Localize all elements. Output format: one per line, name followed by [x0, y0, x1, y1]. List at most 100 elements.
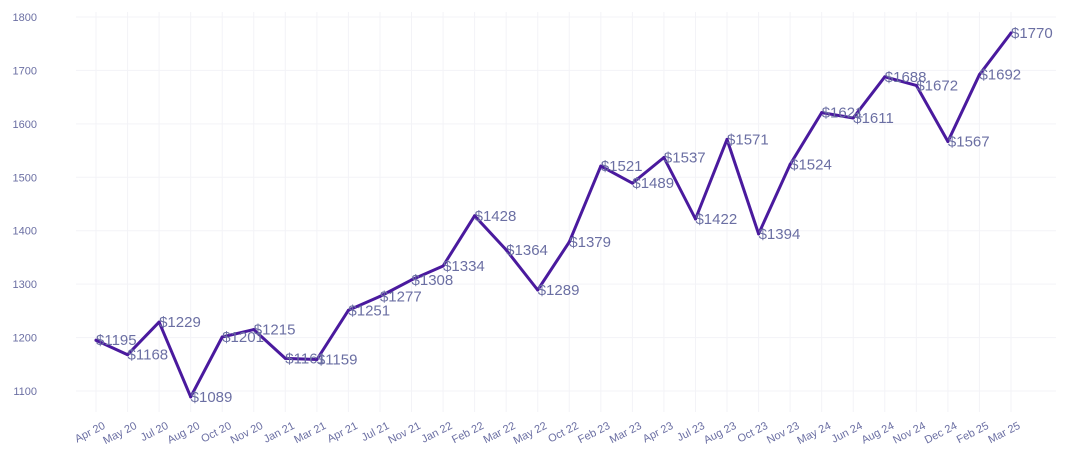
data-label: $1277 [380, 288, 422, 305]
data-label: $1289 [538, 282, 580, 299]
data-point [346, 308, 350, 312]
x-tick-label: Nov 21 [386, 420, 423, 447]
data-point [1009, 31, 1013, 35]
data-label: $1692 [979, 67, 1021, 84]
data-label: $1229 [159, 314, 201, 331]
data-label: $1672 [916, 77, 958, 94]
data-point [662, 156, 666, 160]
data-point [315, 357, 319, 361]
data-point [410, 278, 414, 282]
data-point [914, 83, 918, 87]
data-label: $1161 [285, 350, 326, 367]
y-tick-label: 1500 [13, 172, 37, 184]
data-point [788, 162, 792, 166]
x-tick-label: Oct 22 [546, 420, 580, 445]
data-label: $1379 [569, 234, 611, 251]
x-tick-label: May 22 [511, 420, 549, 447]
data-point [567, 240, 571, 244]
data-label: $1168 [128, 347, 169, 364]
data-point [630, 181, 634, 185]
data-label: $1571 [727, 131, 769, 148]
x-tick-label: Aug 24 [860, 420, 897, 447]
x-tick-label: Mar 25 [986, 420, 1022, 446]
y-tick-label: 1200 [13, 333, 37, 345]
x-tick-label: Feb 25 [955, 420, 991, 446]
y-tick-label: 1700 [13, 65, 37, 77]
data-label: $1308 [412, 272, 454, 289]
x-tick-label: May 24 [795, 420, 833, 447]
x-tick-label: Jul 21 [360, 420, 392, 444]
data-label: $1195 [96, 332, 137, 349]
x-tick-label: Nov 23 [765, 420, 802, 447]
x-tick-label: Nov 20 [229, 420, 266, 447]
data-label: $1524 [790, 156, 832, 173]
data-point [94, 338, 98, 342]
data-point [883, 75, 887, 79]
data-label: $1422 [695, 211, 737, 228]
x-tick-label: May 20 [101, 420, 139, 447]
data-label: $1159 [317, 351, 358, 368]
x-tick-label: Feb 22 [450, 420, 486, 446]
data-point [252, 328, 256, 332]
data-point [820, 111, 824, 115]
x-tick-label: Oct 20 [199, 420, 233, 445]
x-tick-label: Aug 23 [702, 420, 739, 447]
x-tick-label: Dec 24 [923, 420, 960, 447]
series-line [94, 31, 1013, 399]
data-label: $1770 [1011, 25, 1053, 42]
y-tick-label: 1400 [13, 226, 37, 238]
data-point [725, 137, 729, 141]
data-point [946, 139, 950, 143]
data-label: $1251 [348, 302, 390, 319]
data-label: $1688 [885, 69, 927, 86]
x-tick-label: Apr 23 [641, 420, 675, 445]
data-point [157, 320, 161, 324]
data-point [599, 164, 603, 168]
x-tick-label: Mar 23 [608, 420, 644, 446]
x-tick-label: Jan 22 [420, 420, 455, 446]
x-tick-label: Apr 21 [325, 420, 359, 445]
data-label: $1394 [759, 226, 801, 243]
x-tick-label: Jun 24 [830, 420, 865, 446]
data-point [189, 395, 193, 399]
x-tick-label: Oct 23 [736, 420, 770, 445]
grid [76, 12, 1056, 412]
data-label: $1201 [222, 329, 264, 346]
x-tick-label: Feb 23 [576, 420, 612, 446]
data-point [126, 353, 130, 357]
y-tick-label: 1800 [13, 12, 37, 24]
data-point [220, 335, 224, 339]
x-tick-label: Mar 22 [482, 420, 518, 446]
data-point [851, 116, 855, 120]
x-tick-label: Apr 20 [73, 420, 107, 445]
x-tick-label: Nov 24 [891, 420, 928, 447]
y-axis: 1100 1200 1300 1400 1500 1600 1700 1800 [13, 12, 37, 398]
data-point [757, 232, 761, 236]
data-label: $1089 [191, 389, 233, 406]
x-tick-label: Jul 23 [675, 420, 707, 444]
data-label: $1489 [632, 175, 674, 192]
data-label: $1364 [506, 242, 548, 259]
data-point [473, 214, 477, 218]
data-label: $1611 [853, 110, 894, 127]
y-tick-label: 1600 [13, 119, 37, 131]
y-tick-label: 1300 [13, 279, 37, 291]
data-point [536, 288, 540, 292]
x-tick-label: Aug 20 [165, 420, 202, 447]
data-point [977, 73, 981, 77]
data-label: $1521 [601, 158, 643, 175]
data-label: $1567 [948, 133, 990, 150]
data-label: $1537 [664, 150, 706, 167]
data-point [693, 217, 697, 221]
data-labels: $1195$1168 $1229 $1089 $1201$1215 $1161$1159… [94, 25, 1053, 406]
data-point [283, 356, 287, 360]
data-label: $1428 [475, 208, 517, 225]
data-point [378, 294, 382, 298]
x-tick-label: Jul 20 [139, 420, 171, 444]
data-point [504, 248, 508, 252]
data-label: $1334 [443, 258, 485, 275]
x-tick-label: Jan 21 [262, 420, 297, 446]
x-tick-label: Mar 21 [292, 420, 328, 446]
